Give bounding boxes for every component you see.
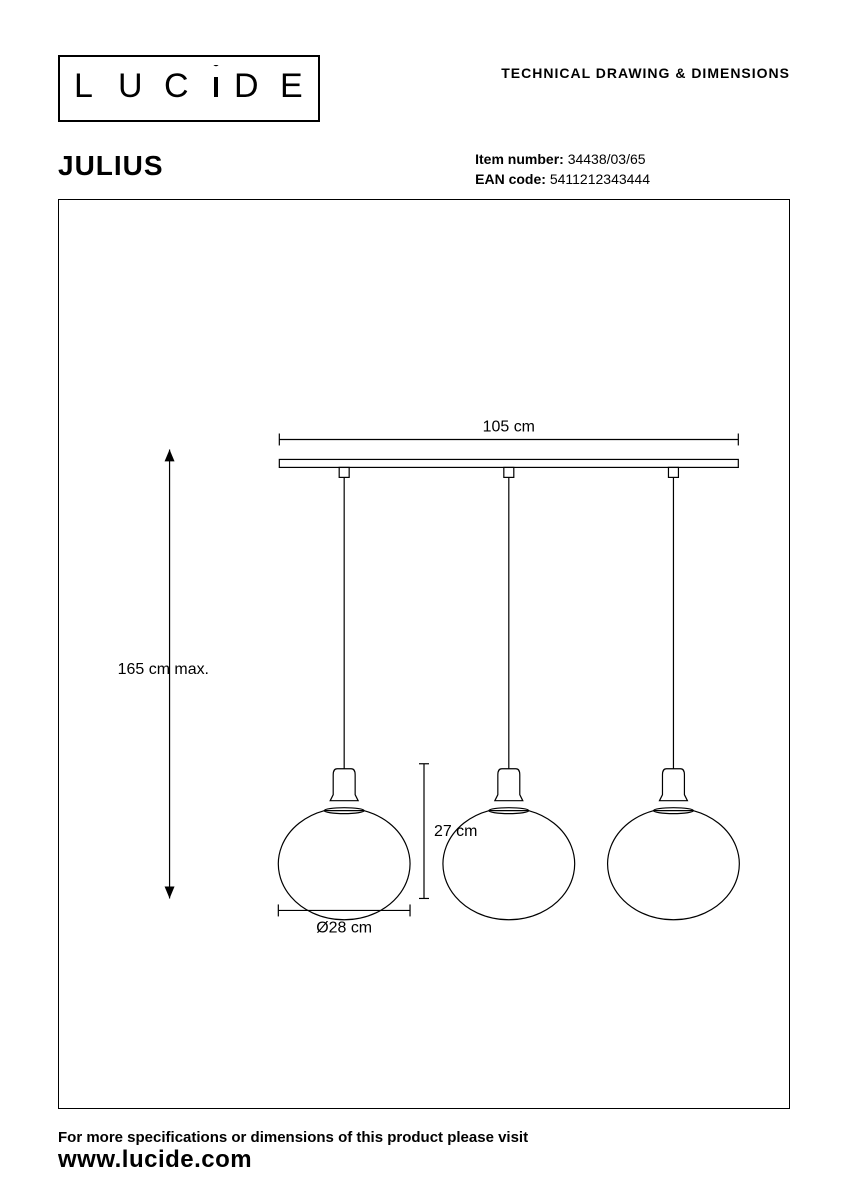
svg-text:165 cm max.: 165 cm max.: [118, 661, 209, 678]
svg-text:U: U: [118, 67, 143, 105]
item-number-value: 34438/03/65: [568, 151, 646, 167]
product-name: JULIUS: [58, 150, 164, 182]
doc-title: TECHNICAL DRAWING & DIMENSIONS: [501, 65, 790, 81]
brand-logo: L U C D E: [58, 55, 320, 122]
svg-text:Ø28 cm: Ø28 cm: [316, 920, 372, 937]
item-number-label: Item number:: [475, 151, 564, 167]
svg-text:27 cm: 27 cm: [434, 823, 477, 840]
svg-text:C: C: [164, 67, 189, 105]
svg-text:E: E: [280, 67, 303, 105]
technical-drawing: 105 cm 165 cm max. 27 cm Ø28 cm: [58, 199, 790, 1109]
ean-label: EAN code:: [475, 171, 546, 187]
svg-text:105 cm: 105 cm: [483, 419, 535, 436]
product-meta: Item number: 34438/03/65 EAN code: 54112…: [475, 150, 650, 189]
ean-value: 5411212343444: [550, 171, 650, 187]
footer-text: For more specifications or dimensions of…: [58, 1129, 790, 1146]
footer-url: www.lucide.com: [58, 1146, 790, 1174]
svg-text:L: L: [74, 67, 115, 105]
svg-text:D: D: [234, 67, 259, 105]
